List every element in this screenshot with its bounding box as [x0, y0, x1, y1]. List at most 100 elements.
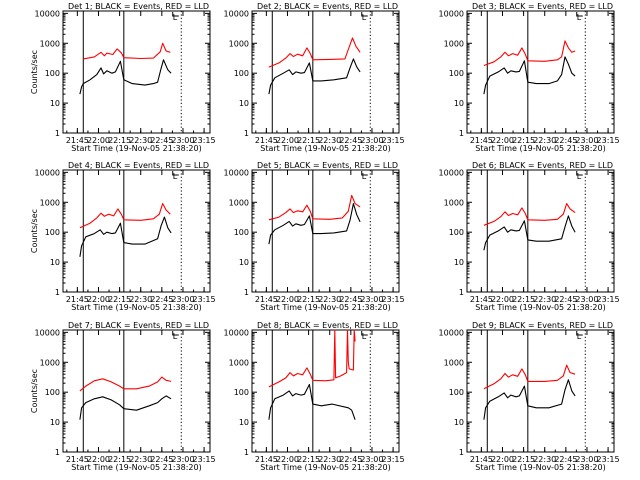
y-tick-label: 1 [55, 448, 60, 457]
x-tick-label: 23:00 [360, 295, 383, 304]
y-tick-label: 10000 [35, 9, 60, 18]
x-tick-label: 23:15 [597, 295, 620, 304]
x-tick-label: 21:45 [255, 136, 278, 145]
y-tick-label: 10 [454, 99, 464, 108]
bracket-label: L [362, 172, 367, 181]
plot-frame [62, 169, 211, 293]
x-tick-label: 21:45 [470, 295, 493, 304]
x-tick-label: 22:00 [87, 136, 110, 145]
y-tick-label: 100 [45, 69, 60, 78]
y-tick-label: 1 [459, 129, 464, 138]
panel-7: Det 7; BLACK = Events, RED = LLD 1 10 100 10… [30, 321, 216, 472]
y-tick-label: 10000 [35, 168, 60, 177]
panel-title: Det 6; BLACK = Events, RED = LLD [472, 161, 613, 170]
bracket-label: L [577, 332, 582, 341]
y-tick-label: 100 [234, 228, 249, 237]
panel-1: Det 1; BLACK = Events, RED = LLD 1 10 100 10… [30, 2, 216, 153]
x-tick-label: 22:00 [276, 455, 299, 464]
y-tick-label: 100 [449, 388, 464, 397]
y-axis-label: Counts/sec [30, 209, 39, 253]
y-tick-label: 10000 [224, 9, 249, 18]
lld-series-line [483, 364, 576, 390]
y-tick-label: 1000 [229, 39, 249, 48]
panel-2: Det 2; BLACK = Events, RED = LLD 1 10 100 10… [224, 2, 405, 153]
x-tick-label: 22:45 [554, 295, 577, 304]
x-tick-label: 22:45 [150, 295, 173, 304]
x-tick-label: 22:45 [554, 455, 577, 464]
bracket-mark [576, 331, 583, 336]
panel-title: Det 5; BLACK = Events, RED = LLD [257, 161, 398, 170]
plot-frame [251, 169, 400, 293]
bracket-label: L [173, 13, 178, 22]
x-tick-label: 23:00 [575, 455, 598, 464]
x-tick-label: 22:45 [554, 136, 577, 145]
x-tick-label: 23:00 [360, 136, 383, 145]
plot-frame [466, 329, 615, 453]
y-tick-label: 1 [244, 288, 249, 297]
x-tick-label: 21:45 [255, 295, 278, 304]
y-tick-label: 1000 [444, 358, 464, 367]
y-tick-label: 10 [454, 418, 464, 427]
lld-series-line [79, 376, 172, 392]
y-tick-label: 10000 [439, 328, 464, 337]
plot-frame [466, 169, 615, 293]
panel-4: Det 4; BLACK = Events, RED = LLD 1 10 100 10… [30, 161, 216, 312]
bracket-label: L [577, 172, 582, 181]
bracket-mark [576, 12, 583, 17]
x-tick-label: 22:15 [512, 295, 535, 304]
x-tick-label: 22:15 [297, 136, 320, 145]
lld-series-line [79, 203, 171, 229]
y-tick-label: 1 [244, 448, 249, 457]
x-tick-label: 23:00 [171, 455, 194, 464]
y-tick-label: 10 [239, 418, 249, 427]
panel-6: Det 6; BLACK = Events, RED = LLD 1 10 100 10… [439, 161, 620, 312]
x-tick-label: 23:15 [193, 136, 216, 145]
plot-frame [251, 10, 400, 134]
x-tick-label: 22:30 [129, 455, 152, 464]
x-tick-label: 22:30 [318, 455, 341, 464]
panel-title: Det 1; BLACK = Events, RED = LLD [68, 2, 209, 11]
y-tick-label: 1 [55, 288, 60, 297]
x-tick-label: 23:00 [171, 136, 194, 145]
events-series-line [79, 216, 172, 257]
y-tick-label: 10 [239, 258, 249, 267]
bracket-label: L [173, 172, 178, 181]
x-axis-label: Start Time (19-Nov-05 21:38:20) [71, 144, 201, 153]
events-series-line [268, 203, 361, 245]
panel-title: Det 9; BLACK = Events, RED = LLD [472, 321, 613, 330]
x-tick-label: 22:45 [339, 295, 362, 304]
bracket-label: L [173, 332, 178, 341]
x-axis-label: Start Time (19-Nov-05 21:38:20) [475, 144, 605, 153]
y-tick-label: 10000 [439, 9, 464, 18]
x-tick-label: 21:45 [470, 455, 493, 464]
panel-5: Det 5; BLACK = Events, RED = LLD 1 10 100 10… [224, 161, 405, 312]
events-series-line [79, 395, 172, 420]
lld-series-line [483, 40, 576, 67]
x-tick-label: 22:00 [87, 455, 110, 464]
lld-series-line [268, 37, 361, 68]
x-tick-label: 22:00 [491, 295, 514, 304]
y-tick-label: 10000 [35, 328, 60, 337]
y-tick-label: 10000 [224, 328, 249, 337]
x-tick-label: 22:00 [491, 136, 514, 145]
lld-series-line [268, 329, 356, 388]
y-tick-label: 10000 [224, 168, 249, 177]
y-tick-label: 1 [55, 129, 60, 138]
x-tick-label: 22:45 [150, 455, 173, 464]
bracket-mark [172, 331, 179, 336]
bracket-mark [576, 171, 583, 176]
y-tick-label: 100 [234, 388, 249, 397]
bracket-mark [361, 12, 368, 17]
x-tick-label: 22:30 [318, 136, 341, 145]
x-tick-label: 21:45 [470, 136, 493, 145]
y-tick-label: 100 [449, 69, 464, 78]
bracket-mark [172, 12, 179, 17]
x-tick-label: 23:15 [382, 136, 405, 145]
x-tick-label: 22:00 [491, 455, 514, 464]
x-tick-label: 22:15 [108, 455, 131, 464]
y-tick-label: 10 [239, 99, 249, 108]
bracket-label: L [362, 332, 367, 341]
x-tick-label: 22:30 [533, 136, 556, 145]
y-tick-label: 10000 [439, 168, 464, 177]
x-tick-label: 22:15 [512, 136, 535, 145]
